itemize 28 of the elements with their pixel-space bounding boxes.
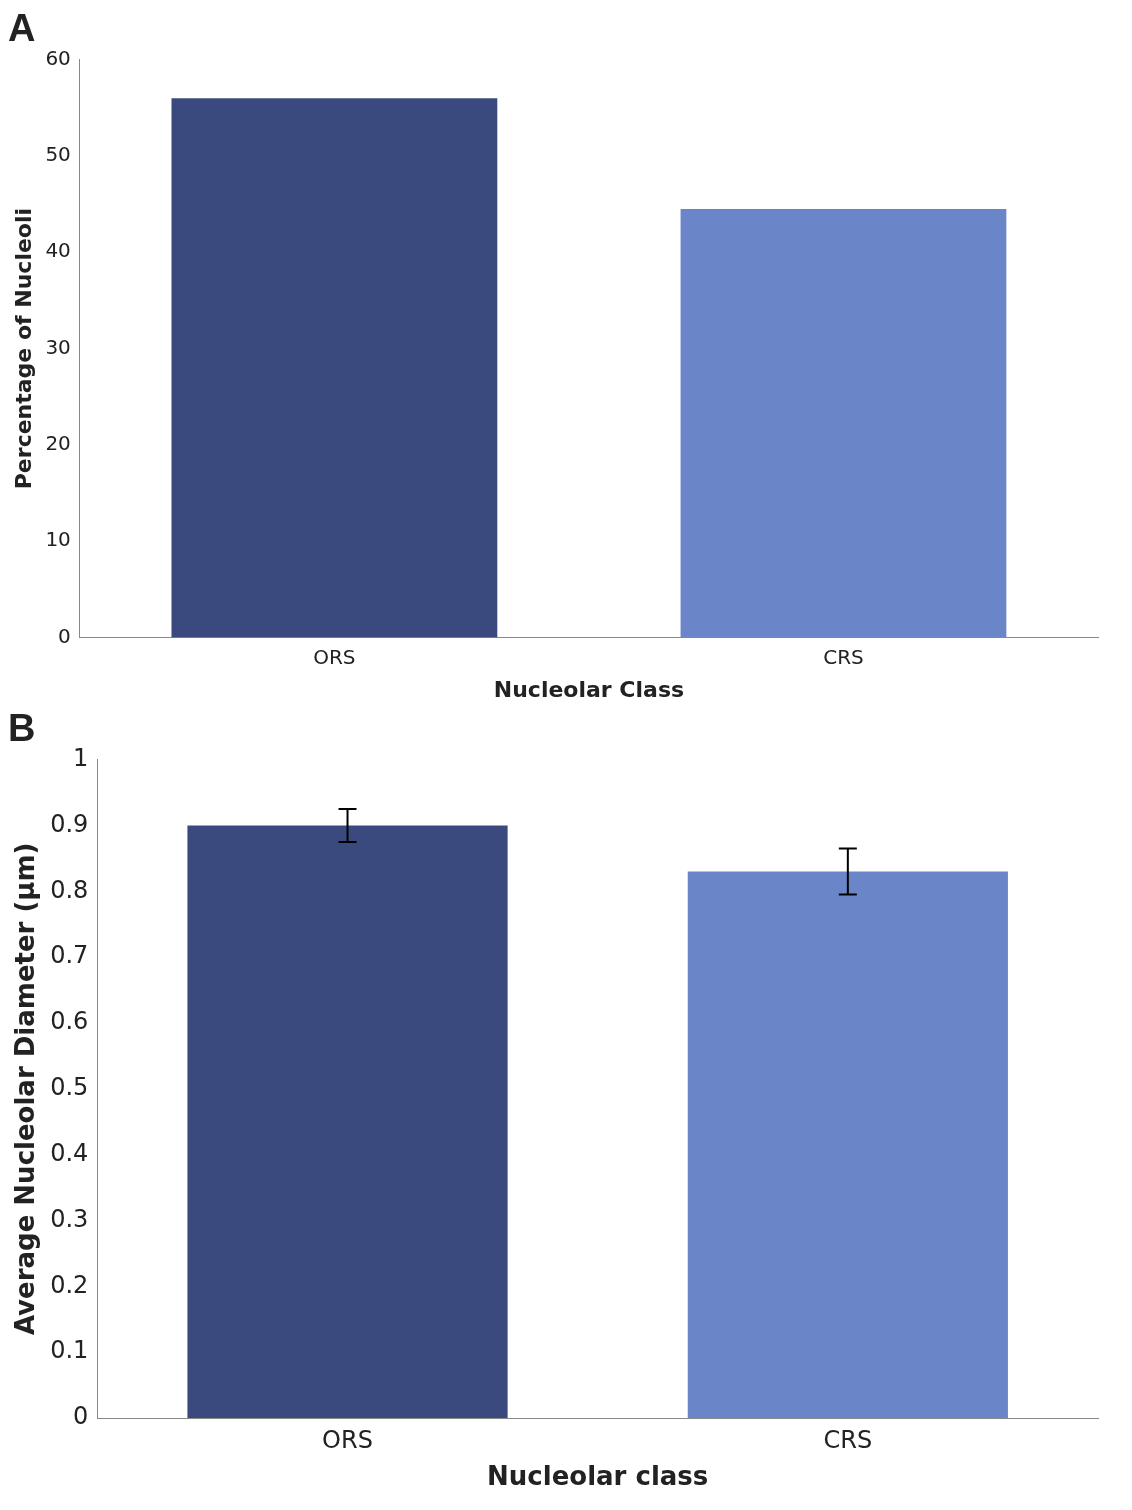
y-tick-label: 50 [45,142,71,167]
chart-title: A [8,7,36,50]
y-tick-label: 0 [58,623,71,648]
y-tick-label: 0.8 [50,875,89,904]
y-tick-label: 0.7 [50,941,89,970]
x-tick-label: ORS [313,644,356,669]
x-tick-label: CRS [823,1425,873,1454]
y-tick-label: 0.5 [50,1073,89,1102]
y-tick-label: 20 [45,431,71,456]
y-tick-label: 60 [45,45,71,70]
y-tick-label: 40 [45,238,71,263]
y-tick-label: 0.3 [50,1204,89,1233]
y-axis-title: Average Nucleolar Diameter (µm) [10,842,41,1336]
x-tick-label: ORS [322,1425,373,1454]
x-axis-title: Nucleolar class [487,1461,709,1492]
x-tick-label: CRS [823,644,864,669]
y-tick-label: 0.2 [50,1270,89,1299]
y-tick-label: 30 [45,334,71,359]
y-tick-label: 0.9 [50,809,89,838]
chart-title: B [8,707,36,750]
y-tick-label: 0.1 [50,1336,89,1365]
x-axis-title: Nucleolar Class [493,676,685,702]
y-tick-label: 0 [73,1402,89,1431]
y-axis-title: Percentage of Nucleoli [10,207,36,490]
y-tick-label: 1 [73,743,89,772]
y-tick-label: 0.4 [50,1138,89,1167]
y-tick-label: 10 [45,527,71,552]
y-tick-label: 0.6 [50,1007,89,1036]
